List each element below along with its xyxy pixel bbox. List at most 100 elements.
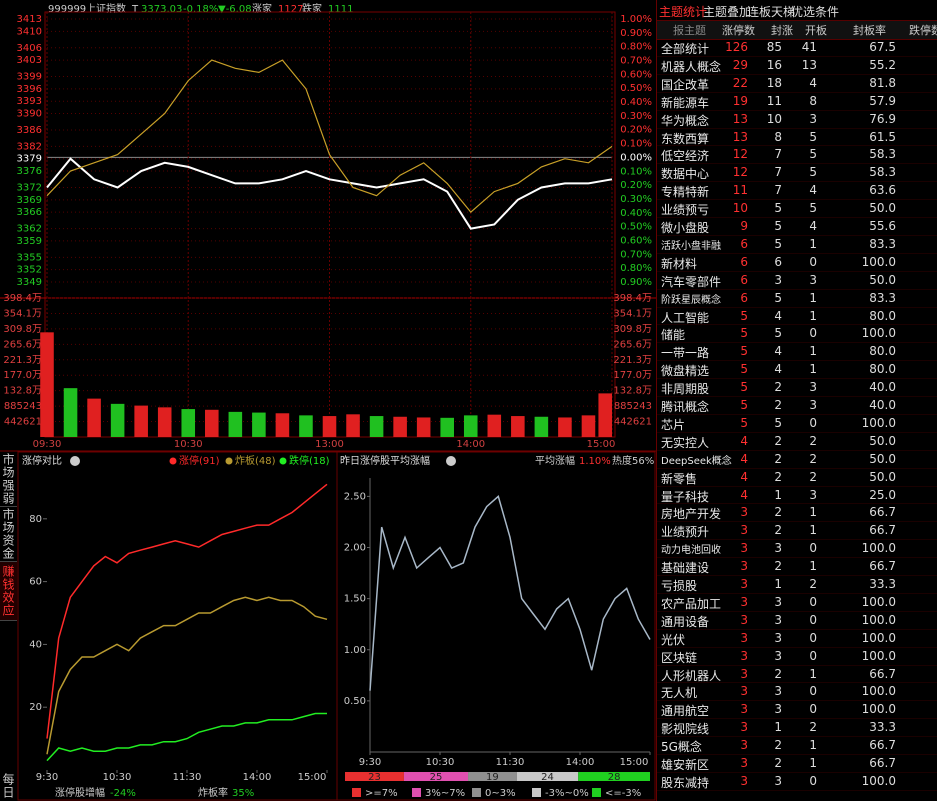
theme-name[interactable]: 芯片 xyxy=(661,417,686,432)
theme-name[interactable]: 通用设备 xyxy=(661,614,710,629)
search-box[interactable]: 报主题 xyxy=(673,24,706,37)
theme-stat: 40.0 xyxy=(869,380,896,395)
theme-name[interactable]: 低空经济 xyxy=(661,149,710,164)
theme-name[interactable]: 全部统计 xyxy=(661,42,710,56)
panel-title: 涨停对比 xyxy=(22,454,62,467)
theme-stat: 2 xyxy=(774,433,782,448)
theme-name[interactable]: 股东减持 xyxy=(661,775,710,790)
theme-name[interactable]: 5G概念 xyxy=(661,740,702,755)
theme-name[interactable]: 动力电池回收 xyxy=(661,545,721,557)
theme-name[interactable]: 人工智能 xyxy=(661,310,710,325)
column-header[interactable]: 跌停数 xyxy=(909,24,937,37)
info-icon[interactable] xyxy=(446,456,456,466)
theme-name[interactable]: DeepSeek概念 xyxy=(661,455,732,467)
theme-name[interactable]: 新材料 xyxy=(661,256,698,271)
legend-swatch xyxy=(472,788,481,797)
theme-name[interactable]: 非周期股 xyxy=(661,382,710,397)
theme-name[interactable]: 微盘精选 xyxy=(661,364,710,379)
theme-name[interactable]: 一带一路 xyxy=(661,346,710,361)
theme-stat: 5 xyxy=(740,326,748,341)
theme-name[interactable]: 微小盘股 xyxy=(661,221,710,235)
theme-name[interactable]: 阶跃星辰概念 xyxy=(661,294,721,306)
theme-stat: 57.9 xyxy=(869,93,896,108)
up-count: 1127 xyxy=(278,4,303,15)
theme-panel: 主题统计主题叠加连板天梯优选条件报主题涨停数封涨开板封板率跌停数全部统计1268… xyxy=(656,0,937,801)
side-tab[interactable]: 赚钱效应 xyxy=(0,562,17,621)
theme-stat: 100.0 xyxy=(861,702,896,717)
theme-stat: 3 xyxy=(740,720,748,735)
theme-name[interactable]: 东数西算 xyxy=(661,131,710,146)
theme-name[interactable]: 无实控人 xyxy=(661,435,710,450)
column-header[interactable]: 开板 xyxy=(805,24,827,37)
theme-name[interactable]: 数据中心 xyxy=(661,167,710,182)
y2-tick-label: 0.80% xyxy=(620,42,652,53)
column-header[interactable]: 封板率 xyxy=(853,24,886,37)
theme-stat: 3 xyxy=(774,594,782,609)
theme-name[interactable]: 专精特新 xyxy=(661,185,710,200)
y2-tick-label: 0.70% xyxy=(620,249,652,260)
info-icon[interactable] xyxy=(70,456,80,466)
panel-tab[interactable]: 优选条件 xyxy=(791,5,840,19)
column-header[interactable]: 封涨 xyxy=(771,24,793,37)
theme-name[interactable]: 区块链 xyxy=(661,650,698,665)
chart-area: 999999 上证指数 T 3373.03 -0.18% ▼-6.08 涨家 1… xyxy=(0,0,656,801)
theme-stat: 25.0 xyxy=(869,487,896,502)
row-separator xyxy=(657,610,937,612)
theme-name[interactable]: 机器人概念 xyxy=(661,59,722,74)
theme-name[interactable]: 无人机 xyxy=(661,686,698,701)
row-separator xyxy=(657,646,937,648)
panel-tab[interactable]: 主题统计 xyxy=(659,5,708,19)
row-separator xyxy=(657,234,937,236)
theme-name[interactable]: 基础建设 xyxy=(661,561,710,576)
volume-bar xyxy=(598,393,612,437)
up-label: 涨家 xyxy=(252,2,272,15)
theme-name[interactable]: 新能源车 xyxy=(661,95,710,110)
theme-name[interactable]: 业绩预亏 xyxy=(661,203,710,218)
row-separator xyxy=(657,360,937,362)
theme-stat: 3 xyxy=(740,612,748,627)
y2-tick-label: 0.90% xyxy=(620,28,652,39)
theme-name[interactable]: 活跃小盘非融 xyxy=(661,240,721,252)
theme-name[interactable]: 量子科技 xyxy=(661,489,710,504)
row-separator xyxy=(657,736,937,738)
theme-stat: 66.7 xyxy=(869,523,896,538)
row-separator xyxy=(657,700,937,702)
panel-frame xyxy=(336,451,656,801)
segment-label: 24 xyxy=(541,772,554,783)
row-separator xyxy=(657,288,937,290)
theme-name[interactable]: 影视院线 xyxy=(661,722,710,737)
theme-name[interactable]: 房地产开发 xyxy=(661,507,722,522)
y-tick-label: 3386 xyxy=(17,125,42,136)
y-tick-label: 3366 xyxy=(17,207,42,218)
theme-name[interactable]: 汽车零部件 xyxy=(661,274,722,289)
theme-name[interactable]: 腾讯概念 xyxy=(661,400,710,414)
x-tick-label: 10:30 xyxy=(103,772,132,783)
theme-name[interactable]: 光伏 xyxy=(661,632,686,647)
theme-stat: 5 xyxy=(774,201,782,216)
theme-name[interactable]: 雄安新区 xyxy=(661,758,710,772)
volume-bar xyxy=(134,405,148,437)
theme-name[interactable]: 新零售 xyxy=(661,471,698,486)
theme-name[interactable]: 业绩预升 xyxy=(661,525,710,540)
panel-tab[interactable]: 连板天梯 xyxy=(747,5,796,19)
theme-stat: 3 xyxy=(740,648,748,663)
theme-stat: 3 xyxy=(774,630,782,645)
side-tab[interactable]: 市场强弱 xyxy=(0,453,17,507)
theme-name[interactable]: 人形机器人 xyxy=(661,668,722,683)
theme-stat: 5 xyxy=(809,201,817,216)
theme-name[interactable]: 国企改革 xyxy=(661,77,710,92)
theme-name[interactable]: 通用航空 xyxy=(661,704,710,719)
theme-stat: 3 xyxy=(740,756,748,770)
column-header[interactable]: 涨停数 xyxy=(722,24,755,37)
y-tick-label: 132.8万 xyxy=(613,386,652,397)
theme-name[interactable]: 华为概念 xyxy=(661,113,710,128)
y-tick-label: 3406 xyxy=(17,43,42,54)
theme-name[interactable]: 亏损股 xyxy=(661,579,698,593)
theme-name[interactable]: 农产品加工 xyxy=(661,596,722,611)
side-tab[interactable]: 每日 xyxy=(0,770,17,801)
y-tick-label: 309.8万 xyxy=(613,324,652,335)
panel-tab[interactable]: 主题叠加 xyxy=(703,5,752,19)
theme-stat: 3 xyxy=(740,666,748,681)
theme-name[interactable]: 储能 xyxy=(661,328,686,343)
side-tab[interactable]: 市场资金 xyxy=(0,508,17,562)
